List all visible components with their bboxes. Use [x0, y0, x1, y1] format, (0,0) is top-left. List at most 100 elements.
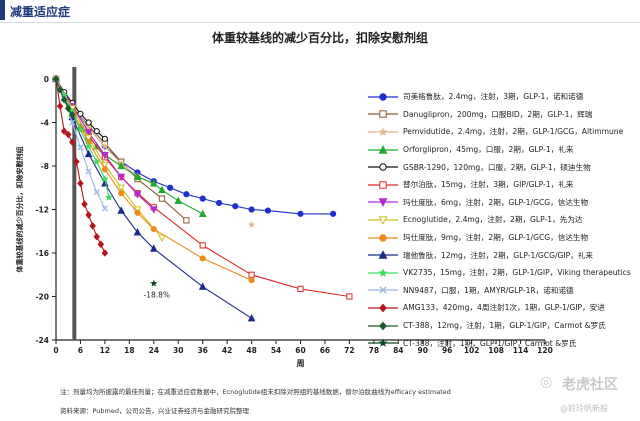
y-axis-label: 体重较基线的减少百分比，扣除安慰剂组	[15, 147, 24, 273]
legend-symbol	[368, 127, 398, 136]
x-axis-label: 周	[297, 359, 305, 368]
section-title: 减重适应症	[10, 5, 71, 19]
annotation-label: -18.8%	[144, 290, 171, 299]
header-divider	[0, 22, 640, 23]
data-point	[150, 225, 157, 233]
data-point	[198, 282, 207, 290]
data-point	[84, 129, 93, 137]
series-line	[55, 78, 203, 215]
legend-symbol	[368, 93, 398, 101]
legend-label: 瑞他鲁肽，12mg，注射，2期，GLP-1/GCG/GIP，礼来	[403, 250, 594, 260]
data-point	[52, 75, 60, 83]
data-point	[93, 232, 101, 241]
data-point	[60, 127, 68, 135]
data-point	[60, 95, 68, 104]
data-point	[199, 255, 206, 262]
series-11	[52, 75, 108, 212]
legend-symbol	[368, 338, 398, 347]
data-point	[158, 234, 166, 243]
legend-label: 替尔泊肽，15mg，注射，3期，GIP/GLP-1，礼来	[403, 180, 574, 190]
data-point	[101, 249, 109, 257]
legend-marker	[378, 268, 388, 277]
data-point	[84, 142, 93, 150]
legend-marker	[379, 163, 387, 171]
data-point	[133, 172, 142, 180]
legend-label: GSBR-1290，120mg，口服，2期，GLP-1，硕迪生物	[403, 162, 591, 172]
data-point	[198, 209, 207, 217]
legend-item: Danuglipron，200mg，口服BID，2期，GLP-1，辉瑞	[366, 106, 640, 124]
data-point	[199, 195, 206, 202]
y-tick-label: -12	[35, 206, 49, 215]
legend-item: Ecnoglutide，2.4mg，注射，2期，GLP-1，先为达	[366, 211, 640, 229]
data-point	[215, 199, 223, 207]
x-tick-label: 96	[442, 346, 452, 355]
series-5	[52, 75, 353, 300]
chart-legend: 司美格鲁肽，2.4mg，注射，3期，GLP-1，诺和诺德 Danuglipron，…	[366, 88, 640, 352]
legend-marker	[378, 216, 388, 225]
x-tick-label: 42	[222, 346, 232, 355]
x-tick-label: 0	[53, 346, 58, 355]
legend-item: CT-388，注射，1期，GLP-1/GIP，Carmot &罗氏	[366, 334, 640, 352]
legend-marker	[379, 321, 387, 330]
data-point	[77, 179, 84, 188]
series-line	[55, 78, 106, 254]
data-point	[56, 86, 64, 94]
x-tick-label: 60	[295, 346, 305, 355]
data-point	[101, 166, 109, 173]
data-point	[92, 157, 101, 165]
series-line	[55, 78, 350, 298]
source-note: 资料来源：Pubmed，公司公告，兴业证券经济与金融研究院整理	[60, 407, 250, 415]
legend-symbol	[368, 268, 398, 277]
legend-label: AMG133，420mg，4周注射1次，1期，GLP-1/GIP，安进	[403, 303, 605, 313]
chart-title: 体重较基线的减少百分比，扣除安慰剂组	[211, 31, 428, 45]
data-point	[117, 161, 126, 170]
data-point	[69, 138, 76, 146]
legend-item: 司美格鲁肽，2.4mg，注射，3期，GLP-1，诺和诺德	[366, 88, 640, 106]
legend-label: CT-388，注射，1期，GLP-1/GIP，Carmot &罗氏	[403, 338, 577, 348]
data-point	[73, 157, 80, 166]
legend-label: Orforglipron，45mg，口服，2期，GLP-1，礼来	[403, 145, 574, 155]
legend-symbol	[368, 233, 398, 242]
y-tick-label: -4	[41, 119, 49, 128]
x-tick-label: 24	[149, 346, 159, 355]
data-point	[76, 126, 85, 134]
legend-marker	[379, 233, 387, 242]
legend-label: Ecnoglutide，2.4mg，注射，2期，GLP-1，先为达	[403, 215, 583, 225]
series-13	[52, 75, 76, 119]
legend-item: CT-388，12mg，注射，1期，GLP-1/GIP，Carmot &罗氏	[366, 317, 640, 335]
legend-label: NN9487，口服，1期，AMYR/GLP-1R，诺和诺德	[403, 285, 574, 295]
legend-item: 瑞他鲁肽，12mg，注射，2期，GLP-1/GCG/GIP，礼来	[366, 246, 640, 264]
data-point	[158, 195, 166, 202]
y-tick-label: -24	[35, 336, 49, 345]
legend-label: VK2735，15mg，注射，2期，GLP-1/GIP，Viking thera…	[403, 268, 631, 278]
x-tick-label: 90	[418, 346, 428, 355]
legend-symbol	[368, 144, 398, 154]
data-point	[133, 228, 142, 236]
legend-label: Pemvidutide，2.4mg，注射，2期，GLP-1/GCG，Altimm…	[403, 127, 624, 137]
data-point	[101, 205, 108, 212]
legend-symbol	[368, 321, 398, 330]
x-tick-label: 78	[369, 346, 379, 355]
legend-symbol	[368, 110, 398, 119]
legend-marker	[379, 93, 387, 101]
data-point	[77, 144, 84, 151]
data-point	[97, 240, 105, 249]
legend-marker	[378, 144, 388, 154]
legend-label: Danuglipron，200mg，口服BID，2期，GLP-1，辉瑞	[403, 109, 593, 119]
legend-item: Pemvidutide，2.4mg，注射，2期，GLP-1/GCG，Altimm…	[366, 123, 640, 141]
data-point	[81, 200, 88, 208]
data-point	[117, 184, 126, 193]
data-point	[105, 193, 113, 201]
data-point	[264, 207, 271, 214]
tiger-logo-icon: ◎	[540, 374, 553, 390]
data-point	[346, 293, 353, 300]
data-point	[133, 191, 142, 199]
x-tick-label: 12	[100, 346, 110, 355]
data-point	[85, 168, 92, 175]
data-point	[84, 149, 93, 158]
footnote: 注：剂量均为所披露的最佳剂量；在减重适应症数据中，Ecnoglutide组未扣除…	[60, 388, 451, 396]
legend-label: 司美格鲁肽，2.4mg，注射，3期，GLP-1，诺和诺德	[403, 92, 584, 102]
data-point	[93, 189, 100, 196]
data-point	[77, 110, 84, 117]
data-point	[117, 173, 126, 182]
